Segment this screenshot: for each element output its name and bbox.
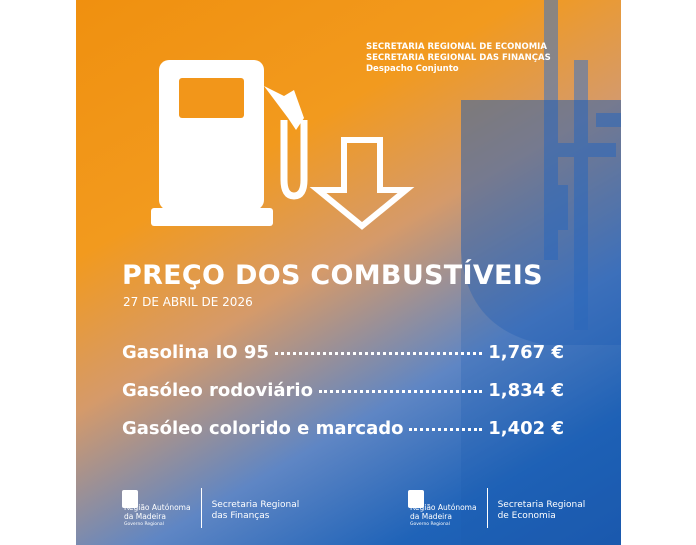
separator: [200, 488, 202, 528]
government-name: Governo Regional: [410, 522, 450, 527]
date: 27 DE ABRIL DE 2026: [123, 295, 253, 309]
fuel-price: 1,402 €: [488, 418, 564, 439]
pump-screen: [179, 78, 244, 118]
logo: Região Autónoma da Madeira Governo Regiona…: [408, 488, 585, 530]
separator: [486, 488, 488, 528]
fuel-name: Gasóleo colorido e marcado: [122, 418, 404, 439]
secretariat-line: Secretaria Regional: [497, 500, 586, 510]
logo: Região Autónoma da Madeira Governo Regiona…: [122, 488, 299, 530]
emblem-shape: [544, 0, 621, 330]
dot-leader: [318, 390, 483, 393]
region-line: Região Autónoma: [410, 503, 477, 512]
decoration: [122, 0, 621, 545]
fuel-name: Gasolina IO 95: [122, 342, 269, 363]
emblem-shield: [461, 100, 621, 345]
fuel-price: 1,834 €: [488, 380, 564, 401]
secretariat-line: Secretaria Regional: [211, 500, 300, 510]
secretariat-line: das Finanças: [211, 511, 270, 521]
price-row: Gasolina IO 95 1,767 €: [122, 342, 564, 363]
header-line: SECRETARIA REGIONAL DAS FINANÇAS: [366, 53, 551, 63]
emblem-shield: [461, 100, 621, 545]
secretariat-line: de Economia: [497, 511, 556, 521]
down-arrow: [309, 137, 415, 230]
poster: SECRETARIA REGIONAL DE ECONOMIA SECRETAR…: [76, 0, 621, 545]
region-line: da Madeira: [124, 511, 166, 521]
header-line: Despacho Conjunto: [366, 64, 459, 74]
dot-leader: [409, 428, 483, 431]
price-row: Gasóleo rodoviário 1,834 €: [122, 380, 564, 401]
region-line: da Madeira: [410, 511, 452, 521]
region-name: Região Autónoma da Madeira Governo Regiona…: [124, 503, 191, 530]
government-name: Governo Regional: [124, 522, 164, 527]
secretariat-name: Secretaria Regional das Finanças: [212, 500, 300, 522]
fuel-name: Gasóleo rodoviário: [122, 380, 313, 401]
logo-emblem: [122, 490, 424, 508]
region-line: Região Autónoma: [124, 503, 191, 512]
price-row: Gasóleo colorido e marcado 1,402 €: [122, 418, 564, 439]
dot-leader: [274, 352, 483, 355]
fuel-price: 1,767 €: [488, 342, 564, 363]
region-name: Região Autónoma da Madeira Governo Regiona…: [410, 503, 477, 530]
header-line: SECRETARIA REGIONAL DE ECONOMIA: [366, 42, 547, 52]
title: PREÇO DOS COMBUSTÍVEIS: [122, 260, 543, 291]
header: SECRETARIA REGIONAL DE ECONOMIA SECRETAR…: [366, 42, 551, 75]
secretariat-name: Secretaria Regional de Economia: [498, 500, 586, 522]
